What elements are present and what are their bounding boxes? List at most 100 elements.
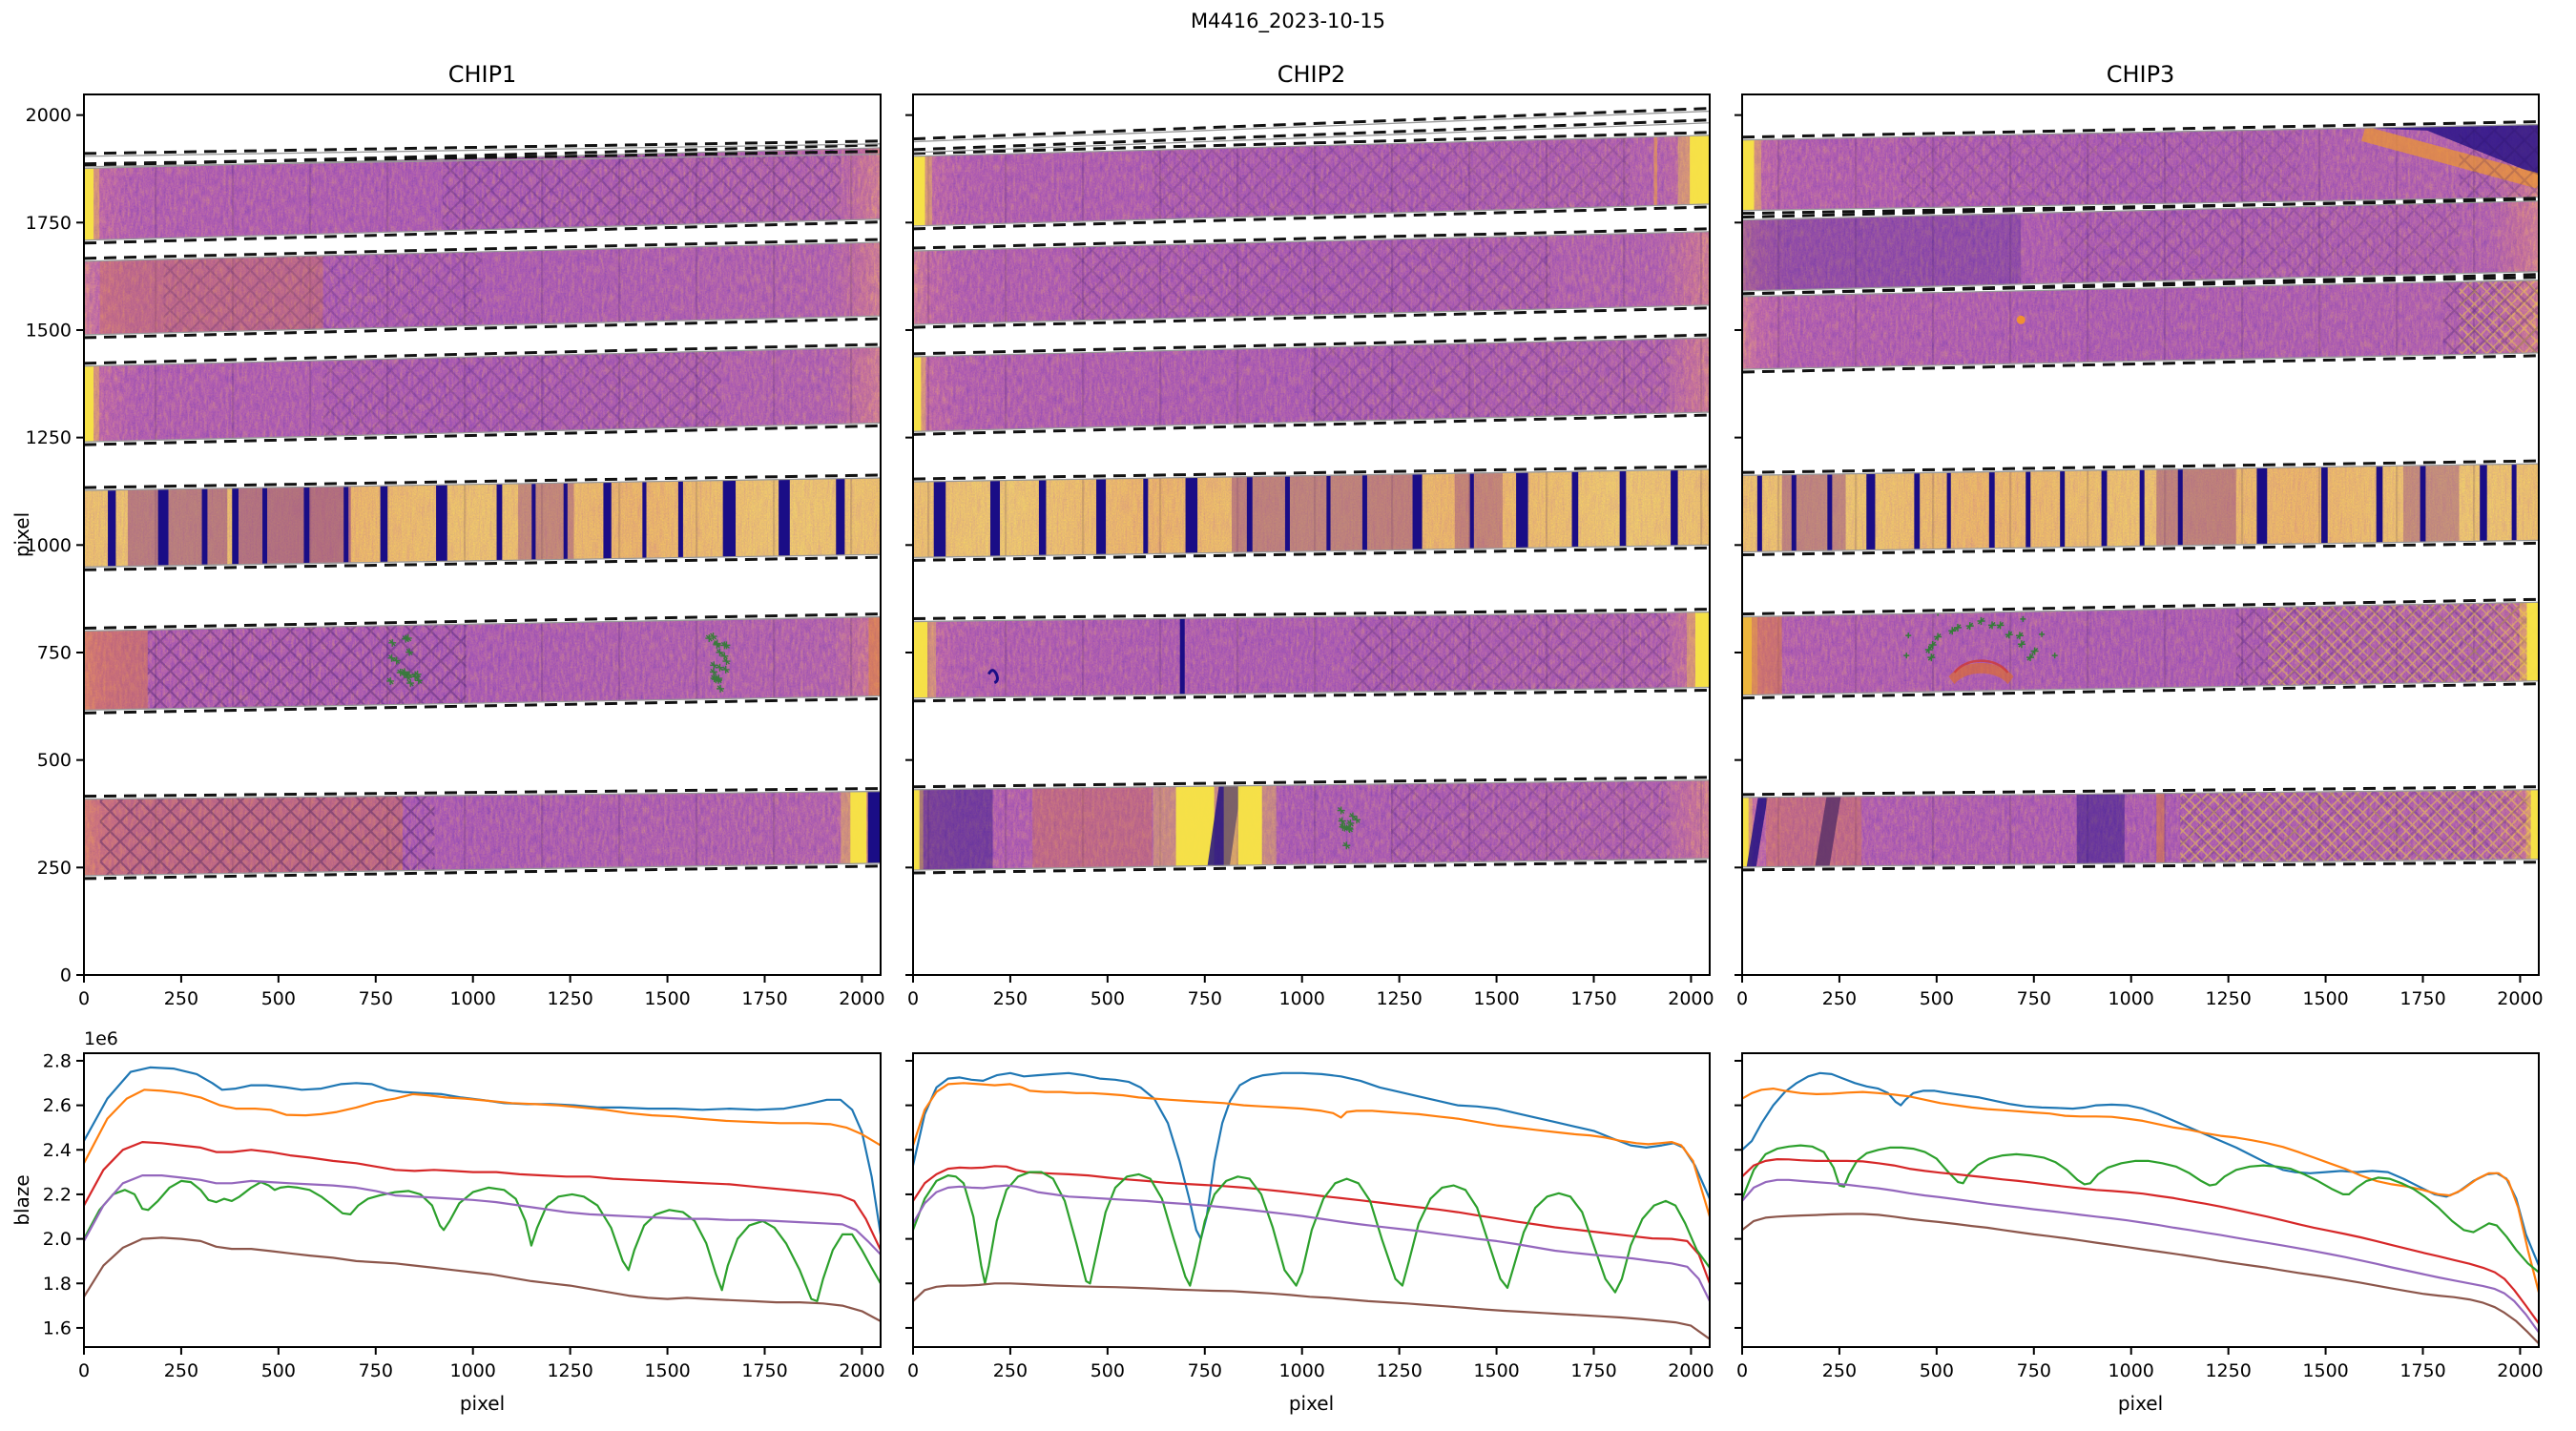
shade-region [235,478,351,568]
panel-title-chip1: CHIP1 [448,61,517,88]
x-tick-label: 1000 [1279,1360,1325,1381]
absorption-stripe [1516,471,1528,549]
offset-text-1e6: 1e6 [84,1028,118,1049]
absorption-stripe [1412,473,1423,550]
x-tick-label: 750 [359,1360,393,1381]
absorption-stripe [303,487,310,564]
absorption-stripe [1096,478,1107,555]
axes-frame [1741,1052,2540,1348]
order-edge-lines [1741,459,2540,557]
x-tick-label: 0 [78,1360,90,1381]
x-tick-label: 750 [359,988,393,1009]
order-edge-lines [912,131,1711,231]
chip2-blaze-panel: 0 250 500 750 1000 1250 1500 1750 2000 pixel [905,1052,1714,1415]
crosshatch-texture [2459,124,2539,211]
order-band [1742,789,2539,867]
y-tick-label: 250 [37,858,72,879]
x-tick-label: 0 [1736,1360,1748,1381]
y-tick-label: 2.8 [43,1050,72,1071]
order-edge-lines [1741,597,2540,700]
shade-region [1766,789,1862,867]
x-tick-label: 1500 [644,1360,690,1381]
blaze-series-order-1 [913,1071,1710,1240]
order-edge-lines [912,776,1711,875]
crosshatch-texture [2061,200,2460,291]
y-tick-label: 2000 [26,105,72,126]
crosshatch-texture [1901,124,2300,211]
absorption-stripe [1284,475,1290,552]
figure-title: M4416_2023-10-15 [1190,10,1386,32]
order-edge-lines [912,227,1711,329]
dark-mark [987,669,999,685]
blaze-series-order-4 [1742,1157,2539,1325]
x-tick-label: 1750 [2399,988,2445,1009]
vertical-line-feature [2156,789,2165,867]
shade-region [1232,468,1416,558]
y-tick-label: 1750 [26,213,72,234]
x-tick-label: 500 [1091,1360,1125,1381]
absorption-stripe [496,484,503,561]
shade-region [2156,464,2236,552]
blaze-series-order-1 [1742,1071,2539,1267]
x-tick-label: 0 [907,1360,919,1381]
absorption-stripe [1246,476,1253,552]
absorption-stripe [1185,477,1198,553]
x-tick-label: 2000 [1668,988,1714,1009]
xlabel-pixel: pixel [1289,1392,1334,1415]
chip2-image-panel: 0 250 500 750 1000 1250 1500 1750 2000 CHIP2 [905,61,1714,1009]
x-tick-label: 750 [2017,1360,2051,1381]
x-tick-label: 0 [78,988,90,1009]
panel-title-chip2: CHIP2 [1278,61,1346,88]
blaze-series-order-1 [84,1066,881,1236]
absorption-stripe [2480,464,2487,542]
absorption-stripe [1756,475,1762,552]
ghost-order-edges [83,139,882,168]
orange-dome [1948,662,2014,685]
axes-frame [912,1052,1711,1348]
absorption-stripe [603,482,612,559]
x-tick-label: 2000 [839,1360,884,1381]
order-band [913,231,1710,325]
x-tick-label: 500 [261,988,296,1009]
x-tick-label: 1750 [741,1360,787,1381]
absorption-stripe [436,485,447,562]
x-tick-label: 1000 [2109,1360,2154,1381]
absorption-stripe [1914,472,1921,550]
order-band [1742,464,2539,552]
absorption-stripe [1038,479,1047,556]
x-tick-label: 250 [993,988,1028,1009]
axes-frame [912,93,1711,976]
shade-region [1742,602,1782,695]
order-edge-lines [83,473,882,571]
x-tick-label: 1500 [644,988,690,1009]
blaze-series-order-6 [1742,1213,2539,1345]
x-tick-label: 1250 [547,1360,592,1381]
absorption-stripe [2025,470,2031,549]
x-tick-label: 1000 [1279,988,1325,1009]
y-tick-label: 2.6 [43,1095,72,1116]
diagonal-dark-stripe [1207,785,1242,866]
crosshatch-texture [1391,779,1671,871]
axes-frame [1741,93,2540,976]
absorption-stripe [2420,465,2426,543]
absorption-stripe [836,478,845,555]
crosshatch-texture [1072,231,1550,325]
absorption-stripe [2256,467,2268,545]
y-tick-label: 750 [37,642,72,663]
x-tick-label: 1750 [2399,1360,2445,1381]
y-tick-label: 2.2 [43,1184,72,1205]
crosshatch-texture [2235,602,2539,695]
diagonal-dark-stripe [1746,797,1768,867]
order-band [84,242,881,335]
absorption-stripe [2321,467,2328,544]
crosshatch-texture [322,347,721,443]
y-tick-label: 2.0 [43,1229,72,1250]
x-tick-label: 1750 [1570,988,1616,1009]
blaze-series-order-5 [913,1184,1710,1303]
y-tick-label: 1000 [26,535,72,556]
absorption-stripe [677,481,683,558]
order-band [913,612,1710,698]
x-tick-label: 1500 [2302,1360,2348,1381]
order-edge-lines [83,612,882,715]
